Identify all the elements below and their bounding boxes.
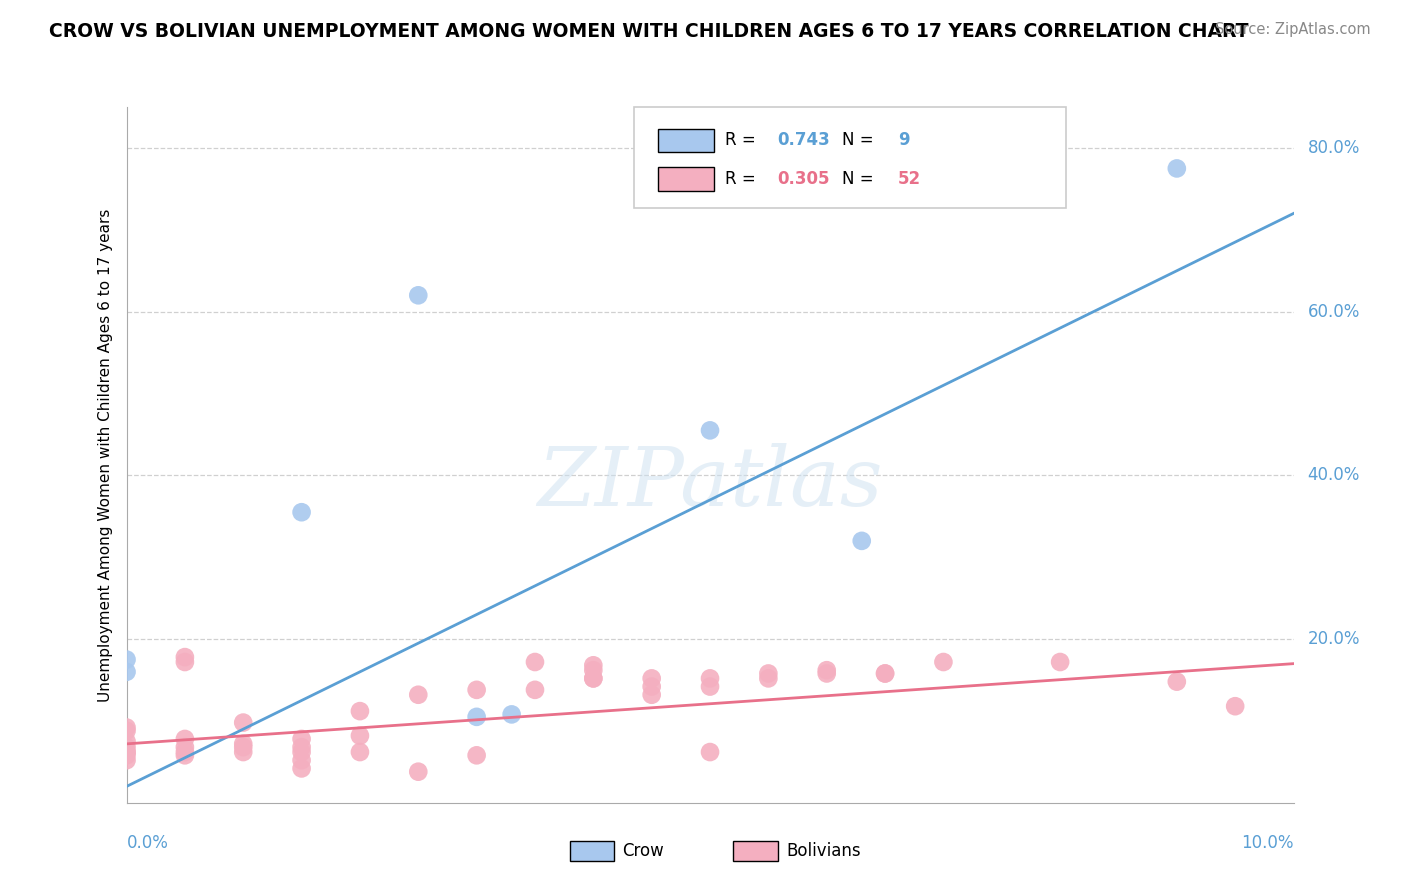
Text: CROW VS BOLIVIAN UNEMPLOYMENT AMONG WOMEN WITH CHILDREN AGES 6 TO 17 YEARS CORRE: CROW VS BOLIVIAN UNEMPLOYMENT AMONG WOME… xyxy=(49,22,1249,41)
Point xyxy=(349,704,371,718)
Point xyxy=(1166,161,1188,176)
Point xyxy=(232,715,254,730)
Point xyxy=(524,655,547,669)
Point xyxy=(174,745,197,759)
Point xyxy=(1223,699,1246,714)
Text: N =: N = xyxy=(842,169,879,187)
Point xyxy=(174,740,197,755)
Point xyxy=(115,745,138,759)
Y-axis label: Unemployment Among Women with Children Ages 6 to 17 years: Unemployment Among Women with Children A… xyxy=(97,208,112,702)
FancyBboxPatch shape xyxy=(658,128,713,153)
Point xyxy=(640,688,664,702)
Text: Source: ZipAtlas.com: Source: ZipAtlas.com xyxy=(1215,22,1371,37)
Point xyxy=(524,682,547,697)
Point xyxy=(115,652,138,666)
Point xyxy=(290,740,312,755)
Point xyxy=(851,533,873,548)
Point xyxy=(815,663,838,677)
Point xyxy=(501,707,523,722)
Point xyxy=(174,748,197,763)
Text: R =: R = xyxy=(725,169,761,187)
Point xyxy=(1049,655,1071,669)
Text: 52: 52 xyxy=(898,169,921,187)
Point xyxy=(932,655,955,669)
Point xyxy=(875,666,897,681)
Point xyxy=(349,745,371,759)
Point xyxy=(232,740,254,755)
Point xyxy=(115,753,138,767)
Point xyxy=(582,672,605,686)
Text: 10.0%: 10.0% xyxy=(1241,834,1294,852)
Point xyxy=(408,288,430,302)
Point xyxy=(699,745,721,759)
Point xyxy=(582,658,605,673)
Point xyxy=(115,740,138,755)
Point xyxy=(582,663,605,677)
Point xyxy=(174,655,197,669)
FancyBboxPatch shape xyxy=(634,107,1066,208)
Point xyxy=(290,505,312,519)
Point xyxy=(465,682,488,697)
Point xyxy=(408,688,430,702)
Point xyxy=(115,723,138,738)
Point xyxy=(290,761,312,775)
Point xyxy=(115,745,138,759)
Point xyxy=(815,666,838,681)
Text: 0.305: 0.305 xyxy=(778,169,830,187)
Point xyxy=(290,753,312,767)
FancyBboxPatch shape xyxy=(658,167,713,191)
Point xyxy=(174,731,197,746)
Point xyxy=(465,710,488,724)
Point xyxy=(699,423,721,437)
Point xyxy=(699,672,721,686)
Point xyxy=(756,672,779,686)
Point xyxy=(756,666,779,681)
Point xyxy=(1166,674,1188,689)
Point xyxy=(290,731,312,746)
Text: R =: R = xyxy=(725,131,761,150)
Text: Crow: Crow xyxy=(623,842,664,860)
Text: 0.0%: 0.0% xyxy=(127,834,169,852)
Point xyxy=(875,666,897,681)
Point xyxy=(115,665,138,679)
Text: N =: N = xyxy=(842,131,879,150)
Point xyxy=(115,734,138,748)
Text: 60.0%: 60.0% xyxy=(1308,302,1360,321)
Text: ZIPatlas: ZIPatlas xyxy=(537,442,883,523)
Point xyxy=(290,745,312,759)
Point xyxy=(115,721,138,735)
Text: 80.0%: 80.0% xyxy=(1308,139,1360,157)
Text: 40.0%: 40.0% xyxy=(1308,467,1360,484)
Point xyxy=(174,650,197,665)
Point xyxy=(640,672,664,686)
Text: 9: 9 xyxy=(898,131,910,150)
Point xyxy=(582,672,605,686)
FancyBboxPatch shape xyxy=(569,841,614,861)
Point xyxy=(115,748,138,763)
Text: 0.743: 0.743 xyxy=(778,131,831,150)
Point xyxy=(699,680,721,694)
FancyBboxPatch shape xyxy=(734,841,778,861)
Point xyxy=(465,748,488,763)
Text: Bolivians: Bolivians xyxy=(786,842,860,860)
Point xyxy=(232,737,254,751)
Point xyxy=(349,729,371,743)
Point xyxy=(232,745,254,759)
Point xyxy=(408,764,430,779)
Point xyxy=(640,680,664,694)
Text: 20.0%: 20.0% xyxy=(1308,630,1360,648)
